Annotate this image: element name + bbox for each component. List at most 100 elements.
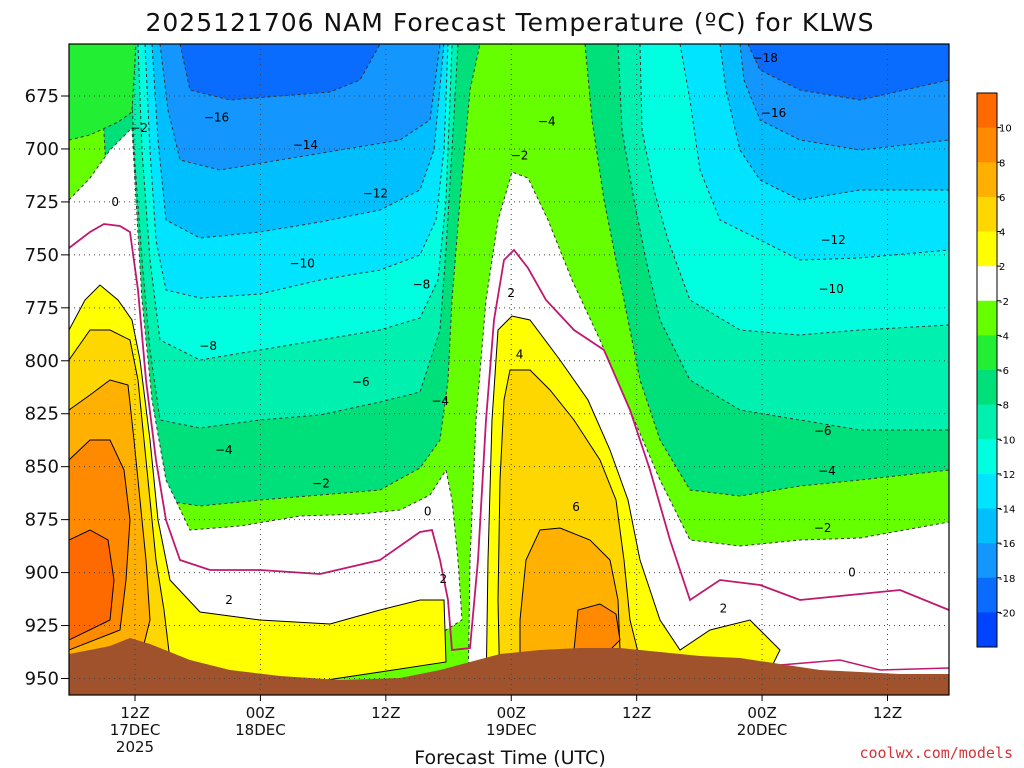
colorbar-label: 8 — [999, 158, 1005, 169]
contour-label: −8 — [199, 339, 217, 353]
y-tick-label: 700 — [25, 139, 59, 160]
colorbar-label: -10 — [999, 435, 1015, 446]
colorbar-label: 6 — [999, 193, 1005, 204]
contour-label: −16 — [761, 106, 786, 120]
colorbar-swatch — [977, 196, 997, 232]
contour-label: −2 — [312, 477, 330, 491]
colorbar-label: 2 — [999, 262, 1005, 273]
x-tick-label: 2025 — [116, 738, 154, 756]
colorbar-label: -6 — [999, 366, 1009, 377]
y-tick-label: 750 — [25, 245, 59, 266]
colorbar-swatch — [977, 370, 997, 406]
band-10-left-region — [69, 529, 115, 641]
y-tick-label: 950 — [25, 669, 59, 690]
colorbar-swatch — [977, 612, 997, 648]
y-tick-label: 825 — [25, 404, 59, 425]
colorbar-swatch — [977, 473, 997, 509]
grid-lines — [69, 44, 949, 695]
zero-isotherm-ground — [779, 659, 949, 671]
plot-area: −18 −16 −16 −14 −12 −12 −10 −10 −8 −8 −6 −6 −4 −4 −4 −4… — [69, 44, 949, 695]
contour-label: 2 — [720, 602, 728, 616]
colorbar-swatch — [977, 439, 997, 475]
y-tick-label: 875 — [25, 510, 59, 531]
contour-label: −18 — [753, 51, 778, 65]
colorbar-swatch — [977, 300, 997, 336]
plot-frame — [68, 43, 950, 696]
colorbar-label: -8 — [999, 401, 1009, 412]
colorbar-swatch — [977, 543, 997, 579]
colorbar-swatch — [977, 127, 997, 163]
x-tick-label: 12Z — [622, 704, 651, 722]
x-tick-label: 12Z — [120, 704, 149, 722]
credit-link[interactable]: coolwx.com/models — [859, 744, 1013, 762]
contour-label: −4 — [818, 464, 836, 478]
colorbar-label: -18 — [999, 574, 1015, 585]
contour-label: 0 — [111, 195, 119, 209]
y-tick-label: 850 — [25, 457, 59, 478]
contour-label: −2 — [511, 148, 529, 162]
x-tick-label: 20DEC — [737, 721, 788, 739]
x-tick-label: 18DEC — [235, 721, 286, 739]
contour-label: −4 — [431, 394, 449, 408]
x-tick-label: 00Z — [497, 704, 526, 722]
contour-label: −4 — [215, 443, 233, 457]
contour-label: −10 — [290, 256, 315, 270]
contour-label: −16 — [204, 110, 229, 124]
contour-label: 4 — [516, 348, 524, 362]
ground-terrain — [69, 638, 949, 695]
colorbar-label: -2 — [999, 297, 1009, 308]
contour-label: 2 — [507, 286, 515, 300]
colorbar-swatch — [977, 93, 997, 129]
y-tick-label: 675 — [25, 86, 59, 107]
contour-label: −12 — [820, 233, 845, 247]
contour-label: −10 — [818, 282, 843, 296]
y-tick-label: 925 — [25, 616, 59, 637]
colorbar-swatch — [977, 231, 997, 267]
colorbar-label: -20 — [999, 608, 1015, 619]
x-tick-label: 12Z — [873, 704, 902, 722]
colorbar: 10 8 6 4 2 -2 -4 -6 -8 -10 -12 -14 -16 -18 -20 — [976, 92, 1015, 648]
colorbar-label: -12 — [999, 470, 1015, 481]
colorbar-swatch — [977, 577, 997, 613]
contour-labels: −18 −16 −16 −14 −12 −12 −10 −10 −8 −8 −6 −6 −4 −4 −4 −4… — [111, 51, 856, 616]
x-axis-title: Forecast Time (UTC) — [414, 747, 605, 768]
contour-label: −14 — [293, 138, 318, 152]
x-tick-label: 17DEC — [110, 721, 161, 739]
contour-label: −8 — [413, 278, 431, 292]
colorbar-swatch — [977, 404, 997, 440]
zero-isotherm-line — [69, 223, 949, 651]
y-tick-label: 900 — [25, 563, 59, 584]
band-zero-region-left — [69, 126, 463, 695]
x-tick-label: 00Z — [246, 704, 275, 722]
contour-label: −12 — [363, 187, 388, 201]
contour-label: −6 — [352, 375, 370, 389]
band-minus2-left-region — [69, 44, 137, 141]
y-tick-label: 800 — [25, 351, 59, 372]
y-tick-label: 725 — [25, 192, 59, 213]
contour-label: 2 — [225, 593, 233, 607]
contour-label: −2 — [814, 521, 832, 535]
x-tick-label: 12Z — [371, 704, 400, 722]
x-tick-label: 19DEC — [486, 721, 537, 739]
colorbar-label: -4 — [999, 331, 1009, 342]
contour-label: 0 — [424, 504, 432, 518]
colorbar-label: 4 — [999, 228, 1005, 239]
contour-label: −2 — [130, 121, 148, 135]
chart-title: 2025121706 NAM Forecast Temperature (ºC)… — [146, 8, 875, 37]
y-tick-label: 775 — [25, 298, 59, 319]
contour-label: −4 — [538, 115, 556, 129]
colorbar-label: -14 — [999, 505, 1015, 516]
contour-label: −6 — [814, 424, 832, 438]
y-axis: 675 700 725 750 775 800 825 850 875 900 925 950 — [25, 86, 69, 690]
contour-label: 6 — [572, 500, 580, 514]
colorbar-swatch — [977, 508, 997, 544]
colorbar-label: -16 — [999, 539, 1015, 550]
x-tick-label: 00Z — [747, 704, 776, 722]
colorbar-label: 10 — [999, 124, 1012, 135]
colorbar-swatch — [977, 266, 997, 302]
contour-label: 2 — [439, 572, 447, 586]
colorbar-swatch — [977, 162, 997, 198]
contour-label: 0 — [848, 566, 856, 580]
